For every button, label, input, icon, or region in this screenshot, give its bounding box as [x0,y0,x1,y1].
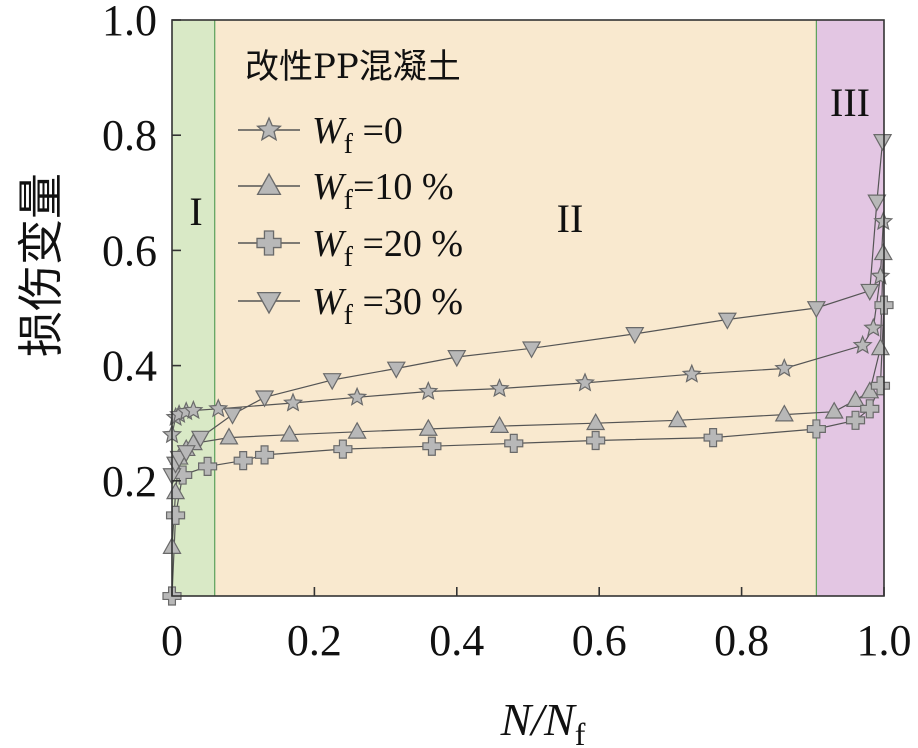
marker-s2-p5 [254,445,275,465]
marker-s0-p4 [183,399,204,420]
marker-s2-p12 [845,410,866,430]
marker-s3-p6 [254,390,275,408]
marker-s3-p16 [873,134,893,152]
legend-label-1: Wf=10 % [312,166,454,216]
marker-s3-p13 [806,301,826,319]
region-shading [172,20,884,596]
legend-title: 改性PP混凝土 [245,47,461,87]
marker-s0-p14 [863,317,884,337]
x-tick-label-3: 0.6 [572,616,627,665]
legend-marker-0 [255,116,283,142]
x-tick-label-2: 0.4 [429,616,484,665]
marker-s3-p10 [521,341,542,359]
y-tick-label-2: 0.6 [102,226,157,275]
legend-label-0: Wf =0 [312,110,403,160]
marker-s1-p14 [845,389,866,408]
marker-s3-p4 [190,430,211,448]
marker-s2-p11 [806,419,826,439]
marker-s1-p13 [824,401,844,419]
marker-s1-p15 [860,381,880,399]
legend-marker-2 [256,230,282,256]
region-2-band [214,20,817,596]
legend-marker-1 [256,172,282,196]
y-axis-title: 损伤变量 [14,173,68,357]
legend-label-2: Wf =20 % [312,223,463,273]
region-label-1: I [189,189,202,234]
marker-s2-p9 [586,430,606,451]
marker-s1-p9 [489,415,510,433]
legend-marker-3 [256,291,282,315]
x-tick-label-5: 1.0 [857,616,912,665]
axes [171,19,885,597]
marker-s3-p9 [447,350,467,368]
x-tick-label-0: 0 [161,616,183,665]
y-tick-label-3: 0.8 [102,111,157,160]
marker-s2-p1 [165,505,186,525]
marker-s3-p12 [717,312,737,330]
marker-s2-p10 [703,428,723,448]
series-line-2 [171,305,885,597]
marker-s0-p8 [418,380,439,401]
marker-s2-p8 [504,433,524,453]
marker-s1-p11 [667,410,688,428]
marker-s0-p6 [283,392,304,412]
marker-s0-p11 [681,363,702,383]
marker-s2-p6 [333,439,353,459]
region-label-2: II [557,196,584,241]
marker-s3-p3 [176,445,196,463]
marker-s1-p6 [279,424,300,442]
marker-s3-p11 [625,327,645,345]
marker-s0-p13 [852,334,873,354]
marker-s0-p10 [574,372,595,392]
x-tick-label-4: 0.8 [714,616,769,665]
data-markers [161,134,894,606]
region-3-band [816,20,884,596]
region-label-3: III [830,80,870,125]
legend-label-3: Wf =30 % [312,281,463,331]
marker-s2-p3 [198,456,218,476]
plot-frame [171,19,885,597]
y-tick-label-1: 0.4 [102,342,157,391]
legend: 改性PP混凝土 Wf =0 Wf=10 % Wf =20 % Wf =30 % [238,47,463,331]
marker-s1-p7 [347,421,367,439]
marker-s0-p5 [208,398,229,418]
x-tick-label-1: 0.2 [287,616,342,665]
x-axis-title: N/Nf [500,694,586,748]
y-tick-label-0: 0.2 [102,457,157,506]
marker-s3-p15 [867,194,887,212]
y-tick-label-4: 1.0 [102,0,157,45]
marker-s3-p7 [322,373,342,391]
marker-s1-p10 [586,412,606,431]
region-1-band [172,20,215,596]
marker-s3-p14 [860,283,880,301]
marker-s0-p7 [347,386,368,406]
marker-s3-p5 [222,407,243,425]
marker-s1-p8 [418,418,438,436]
marker-s2-p7 [422,436,442,456]
marker-s0-p12 [774,357,795,378]
marker-s2-p13 [860,399,880,419]
marker-s0-p9 [489,378,510,398]
x-axis-title-main: N/N [500,694,577,745]
x-axis-title-subscript: f [575,716,586,748]
marker-s1-p12 [774,404,794,422]
marker-s1-p5 [219,427,239,445]
marker-s2-p4 [233,451,253,471]
marker-s3-p8 [386,361,406,379]
tick-labels: 0 0.2 0.4 0.6 0.8 1.0 0.2 0.4 0.6 0.8 1.0 [102,0,912,665]
